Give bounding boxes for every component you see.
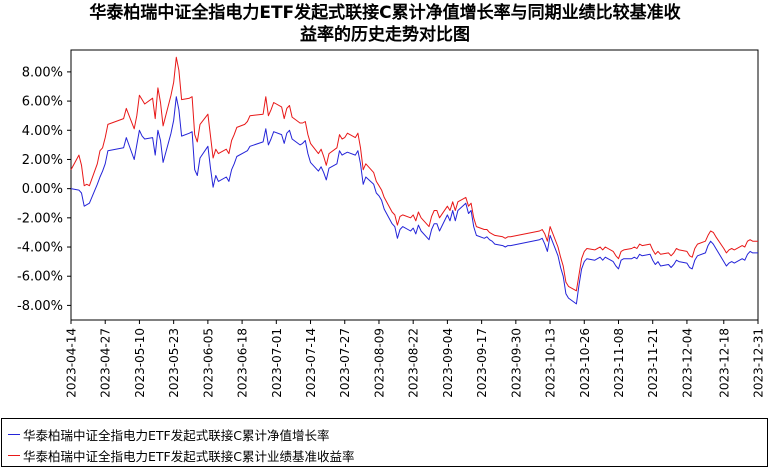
legend-swatch-nav (8, 434, 20, 435)
y-tick-label: -4.00% (17, 241, 63, 256)
x-tick-label: 2023-11-21 (646, 328, 660, 398)
y-tick-label: -6.00% (17, 270, 63, 285)
x-tick-label: 2023-04-14 (65, 328, 79, 398)
legend-item-nav: 华泰柏瑞中证全指电力ETF发起式联接C累计净值增长率 (8, 425, 329, 444)
y-axis: 8.00% 6.00% 4.00% 2.00% 0.00% -2.00% -4.00% -6.… (17, 65, 71, 314)
series-line-nav-growth (70, 96, 758, 305)
x-tick-label: 2023-08-22 (407, 328, 421, 398)
x-tick-label: 2023-06-18 (236, 328, 250, 398)
x-tick-label: 2023-11-08 (612, 328, 626, 398)
legend-swatch-benchmark (8, 455, 20, 456)
chart-title-line-1: 华泰柏瑞中证全指电力ETF发起式联接C累计净值增长率与同期业绩比较基准收 (89, 3, 681, 23)
series-line-benchmark (70, 56, 758, 292)
y-tick-label: 0.00% (22, 182, 63, 197)
y-tick-label: 2.00% (22, 153, 63, 168)
chart-title: 华泰柏瑞中证全指电力ETF发起式联接C累计净值增长率与同期业绩比较基准收 益率的… (0, 2, 770, 46)
x-tick-label: 2023-06-05 (201, 328, 215, 398)
x-tick-label: 2023-07-27 (338, 328, 352, 398)
x-tick-label: 2023-08-09 (372, 328, 386, 398)
x-tick-label: 2023-12-04 (680, 328, 694, 398)
y-tick-label: -8.00% (17, 299, 63, 314)
series-layer (70, 56, 758, 305)
legend-label-benchmark: 华泰柏瑞中证全指电力ETF发起式联接C累计业绩基准收益率 (23, 449, 355, 464)
x-axis: 2023-04-14 2023-04-27 2023-05-10 2023-05-23… (65, 320, 766, 398)
x-tick-label: 2023-09-04 (441, 328, 455, 398)
x-tick-label: 2023-10-26 (578, 328, 592, 398)
x-tick-label: 2023-05-10 (133, 328, 147, 398)
x-tick-label: 2023-12-31 (752, 328, 766, 398)
legend-item-benchmark: 华泰柏瑞中证全指电力ETF发起式联接C累计业绩基准收益率 (8, 446, 354, 465)
legend-label-nav: 华泰柏瑞中证全指电力ETF发起式联接C累计净值增长率 (23, 428, 330, 443)
plot-border (70, 49, 759, 321)
y-tick-label: 6.00% (22, 95, 63, 110)
y-tick-label: -2.00% (17, 211, 63, 226)
x-tick-label: 2023-09-17 (475, 328, 489, 398)
line-chart: 8.00% 6.00% 4.00% 2.00% 0.00% -2.00% -4.00% -6.… (17, 49, 766, 398)
x-tick-label: 2023-12-18 (717, 328, 731, 398)
x-tick-label: 2023-10-13 (544, 328, 558, 398)
x-tick-label: 2023-05-23 (167, 328, 181, 398)
x-tick-label: 2023-07-14 (304, 328, 318, 398)
x-tick-label: 2023-04-27 (99, 328, 113, 398)
chart-title-line-2: 益率的历史走势对比图 (300, 25, 470, 45)
y-tick-label: 4.00% (22, 124, 63, 139)
plot-area (70, 49, 759, 321)
y-tick-label: 8.00% (22, 65, 63, 80)
legend: 华泰柏瑞中证全指电力ETF发起式联接C累计净值增长率 华泰柏瑞中证全指电力ETF… (1, 418, 768, 467)
x-tick-label: 2023-09-30 (509, 328, 523, 398)
x-tick-label: 2023-07-01 (270, 328, 284, 398)
